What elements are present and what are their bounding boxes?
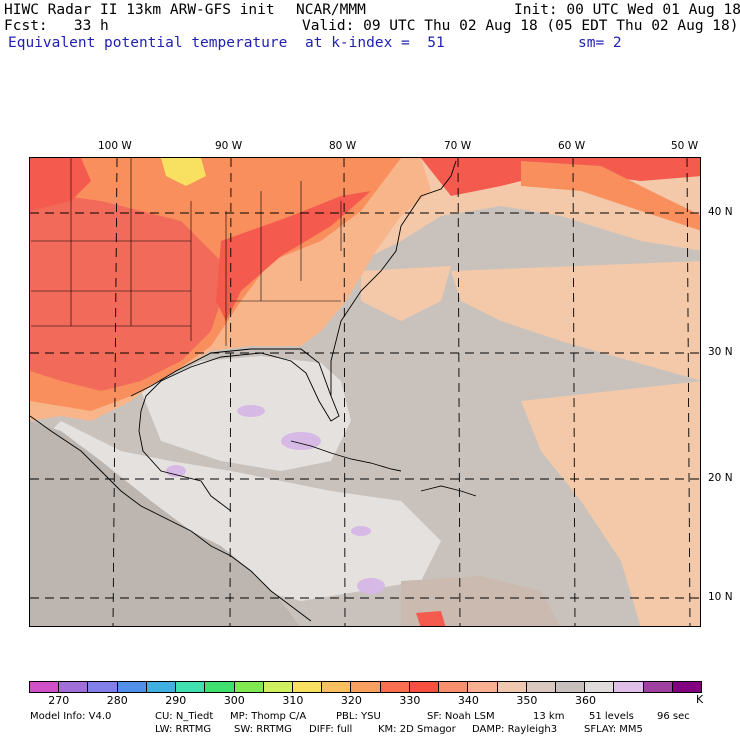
forecast-hour: Fcst: 33 h xyxy=(4,18,109,34)
colorbar-swatch xyxy=(116,682,146,692)
valid-time: Valid: 09 UTC Thu 02 Aug 18 (05 EDT Thu … xyxy=(302,18,739,34)
lw-scheme: LW: RRTMG xyxy=(155,724,212,735)
northwest-red xyxy=(30,158,91,211)
colorbar-swatch xyxy=(175,682,205,692)
colorbar-swatch xyxy=(554,682,585,692)
lavender-patch xyxy=(351,526,371,536)
colorbar xyxy=(29,681,702,693)
meridian-90w xyxy=(229,158,232,626)
lavender-patch xyxy=(281,432,321,450)
lon-label-60w: 60 W xyxy=(558,140,586,152)
colorbar-tick-label: 310 xyxy=(282,694,304,707)
colorbar-swatch xyxy=(350,682,380,692)
model-title: HIWC Radar II 13km ARW-GFS init xyxy=(4,2,275,18)
colorbar-swatch xyxy=(30,682,59,692)
smoothing-label: sm= 2 xyxy=(578,35,622,51)
mexico-central-america xyxy=(30,421,300,626)
cuba-coast xyxy=(290,440,402,472)
meridian-100w xyxy=(112,158,118,626)
caribbean-light-grey xyxy=(41,421,441,601)
colorbar-swatch xyxy=(525,682,555,692)
lon-label-80w: 80 W xyxy=(329,140,357,152)
atlantic-red-band xyxy=(421,158,700,196)
init-time: Init: 00 UTC Wed 01 Aug 18 xyxy=(514,2,740,18)
colorbar-tick-label: 280 xyxy=(106,694,128,707)
lavender-patch xyxy=(357,578,385,594)
level-index: at k-index = 51 xyxy=(305,35,445,51)
mp-scheme: MP: Thomp C/A xyxy=(230,711,307,722)
atlantic-orange-band xyxy=(521,161,700,231)
colorbar-tick-label: 340 xyxy=(457,694,479,707)
colorbar-swatch xyxy=(613,682,643,692)
colorbar-swatch xyxy=(58,682,88,692)
colorbar-swatch xyxy=(642,682,672,692)
offshore-peach xyxy=(361,266,451,321)
diffusion: DIFF: full xyxy=(309,724,353,735)
lavender-patch xyxy=(237,405,265,417)
colorbar-unit: K xyxy=(696,693,704,706)
map-panel xyxy=(29,157,701,627)
coastlines xyxy=(30,158,477,622)
pbl-scheme: PBL: YSU xyxy=(336,711,381,722)
colorbar-swatch xyxy=(204,682,234,692)
colorbar-swatch xyxy=(408,682,439,692)
mexico-pacific-coast xyxy=(30,415,312,622)
meridian-70w xyxy=(457,158,461,626)
lon-label-100w: 100 W xyxy=(98,140,132,152)
gulf-coastline xyxy=(130,348,340,512)
colorbar-swatch xyxy=(379,682,409,692)
model-info: Model Info: V4.0 xyxy=(30,711,112,722)
colorbar-swatch xyxy=(467,682,497,692)
colorbar-swatch xyxy=(671,682,702,692)
state-boundaries xyxy=(31,158,342,346)
lon-label-90w: 90 W xyxy=(215,140,243,152)
damping: DAMP: Rayleigh3 xyxy=(472,724,558,735)
sw-scheme: SW: RRTMG xyxy=(234,724,292,735)
graticule xyxy=(30,158,700,626)
lon-label-70w: 70 W xyxy=(444,140,472,152)
sf-scheme: SF: Noah LSM xyxy=(427,711,495,722)
colorbar-tick-label: 320 xyxy=(340,694,362,707)
colorbar-swatch xyxy=(145,682,176,692)
lat-label-40n: 40 N xyxy=(708,206,733,218)
meridian-50w xyxy=(686,158,691,626)
colorbar-swatch xyxy=(321,682,351,692)
lat-label-30n: 30 N xyxy=(708,346,733,358)
atlantic-peach-band-mid xyxy=(451,261,700,381)
ohio-valley-red xyxy=(216,191,371,321)
vertical-levels: 51 levels xyxy=(589,711,634,722)
colorbar-swatch xyxy=(291,682,322,692)
colorbar-tick-label: 330 xyxy=(399,694,421,707)
atlantic-peach-band-south xyxy=(521,381,700,626)
colorbar-tick-label: 360 xyxy=(574,694,596,707)
colorbar-tick-label: 300 xyxy=(223,694,245,707)
colorbar-swatch xyxy=(262,682,292,692)
hispaniola-coast xyxy=(420,485,477,497)
colorbar-tick-label: 270 xyxy=(48,694,70,707)
field-name: Equivalent potential temperature xyxy=(8,35,288,51)
colorbar-swatch xyxy=(496,682,526,692)
colorbar-swatch xyxy=(87,682,117,692)
theta-e-field-map xyxy=(30,158,700,626)
cu-scheme: CU: N_Tiedt xyxy=(155,711,214,722)
timestep: 96 sec xyxy=(657,711,690,722)
resolution: 13 km xyxy=(533,711,565,722)
colorbar-tick-label: 290 xyxy=(165,694,187,707)
lon-label-50w: 50 W xyxy=(671,140,699,152)
organization-label: NCAR/MMM xyxy=(296,2,366,18)
lat-label-10n: 10 N xyxy=(708,591,733,603)
surface-layer: SFLAY: MM5 xyxy=(584,724,643,735)
lat-label-20n: 20 N xyxy=(708,472,733,484)
venezuela-warm xyxy=(416,611,446,626)
km-scheme: KM: 2D Smagor xyxy=(378,724,456,735)
lavender-patch xyxy=(166,465,186,477)
colorbar-swatch xyxy=(233,682,263,692)
colorbar-tick-label: 350 xyxy=(516,694,538,707)
yellow-patch xyxy=(161,158,206,186)
meridian-80w xyxy=(343,158,346,626)
east-coastline xyxy=(330,160,457,396)
meridian-60w xyxy=(572,158,576,626)
colorbar-swatch xyxy=(584,682,614,692)
colorbar-swatch xyxy=(438,682,468,692)
